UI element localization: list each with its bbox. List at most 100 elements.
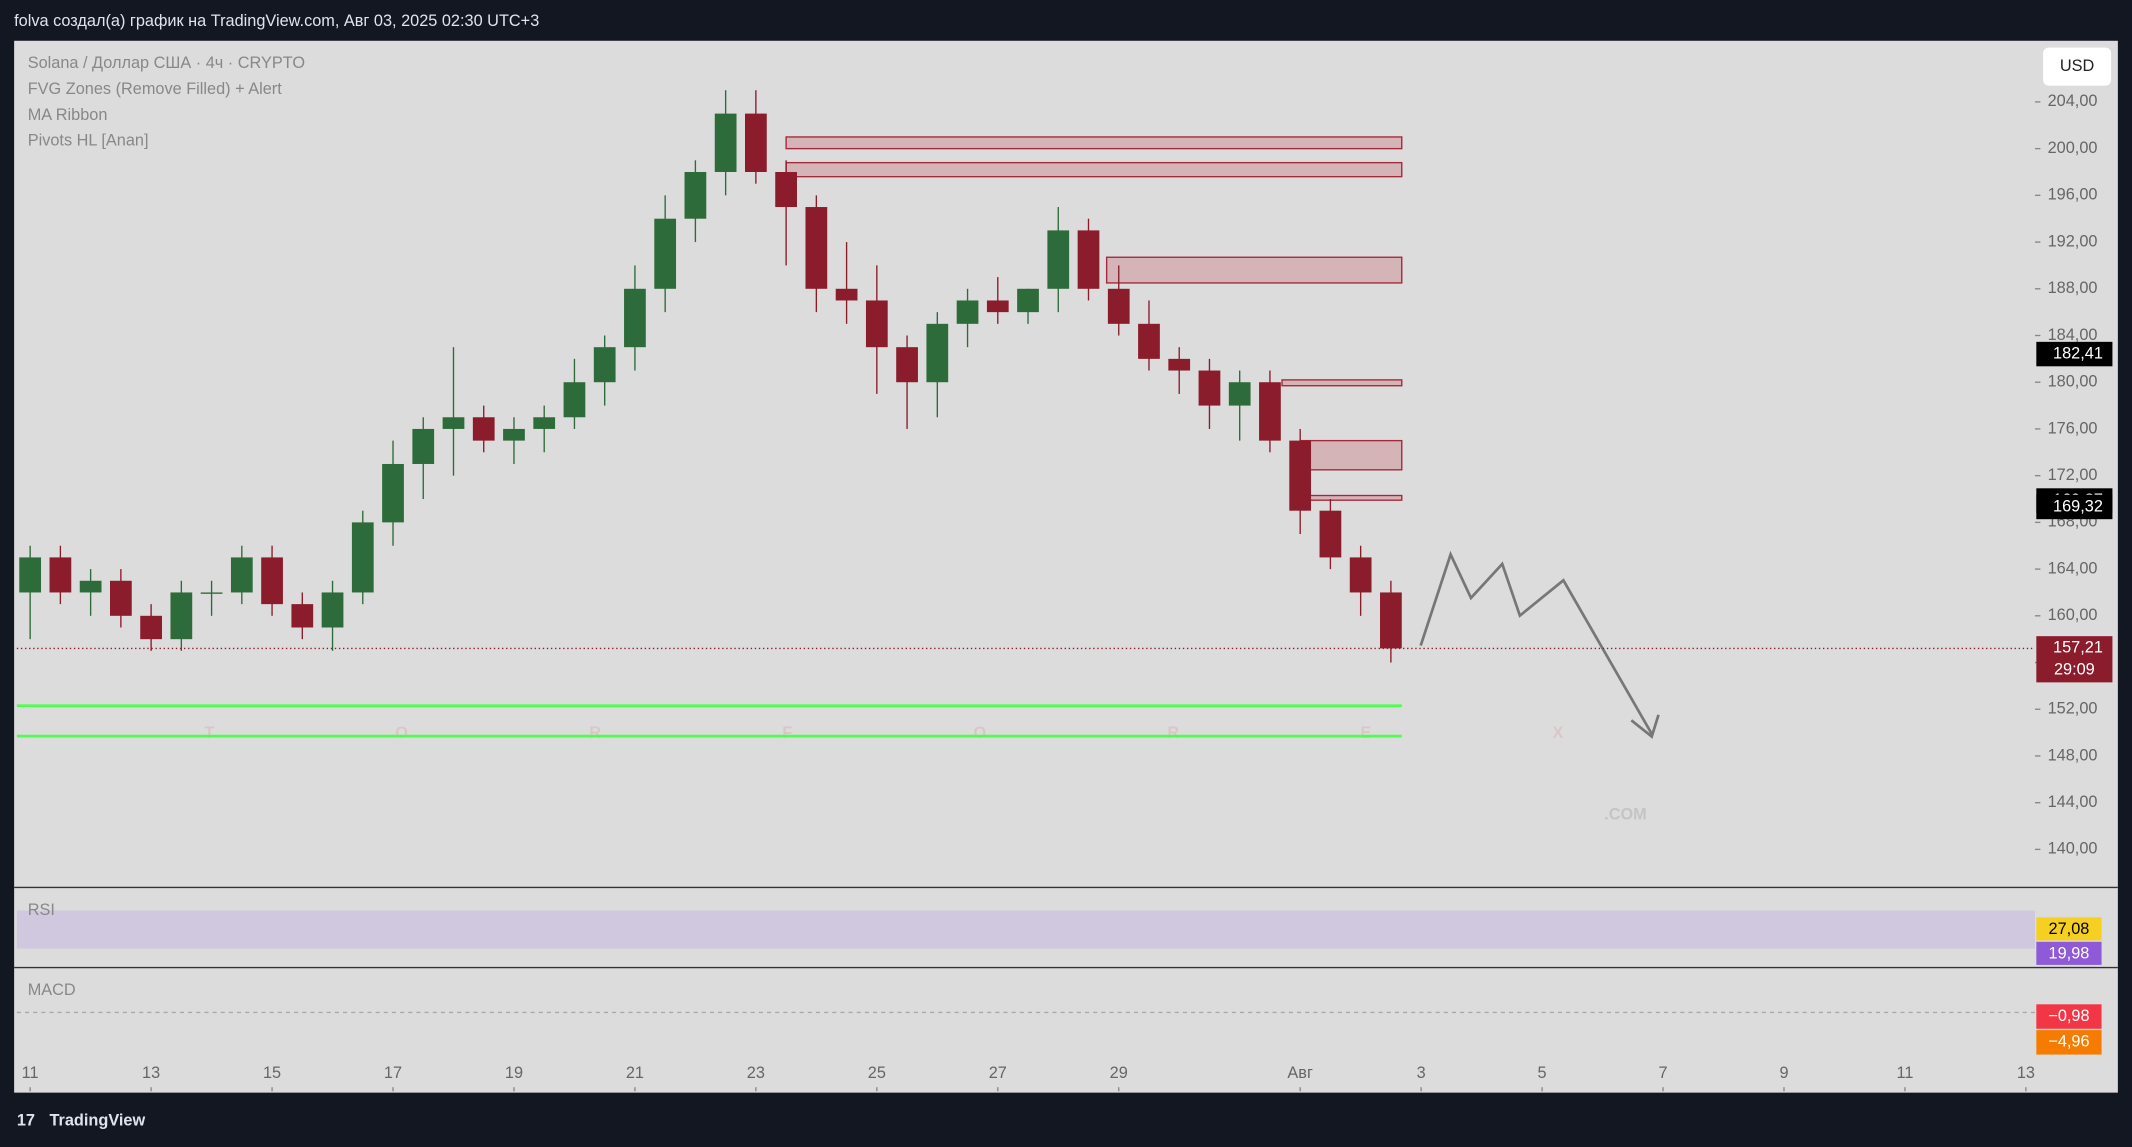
- candle-body: [382, 463, 404, 523]
- macd-label: MACD: [28, 981, 76, 999]
- arrow-head: [1630, 714, 1660, 739]
- projection-arrow: [1419, 550, 1653, 735]
- x-tick-label: 25: [868, 1064, 886, 1082]
- rsi-band: [16, 910, 2035, 949]
- candle-body: [79, 580, 102, 593]
- y-tick-label: 192,00: [2048, 232, 2098, 250]
- macd-badge: [2036, 1030, 2102, 1055]
- candle-body: [49, 557, 72, 593]
- y-tick-label: 140,00: [2048, 840, 2098, 858]
- rsi-badge: [2036, 917, 2102, 941]
- candle-body: [1077, 230, 1100, 289]
- candle-body: [200, 592, 223, 594]
- rsi-value: 27,08: [2049, 920, 2090, 938]
- candle-body: [835, 288, 858, 301]
- candle-body: [261, 557, 283, 605]
- x-tick-label: 19: [505, 1064, 523, 1082]
- countdown: 29:09: [2054, 660, 2095, 678]
- candle-body: [1138, 323, 1160, 359]
- y-tick-label: 188,00: [2048, 279, 2098, 297]
- candle-body: [624, 288, 646, 348]
- y-tick-label: 164,00: [2048, 559, 2098, 577]
- y-tick-label: 200,00: [2048, 139, 2098, 157]
- logo: 17: [17, 1111, 35, 1129]
- candle-body: [745, 113, 767, 172]
- candle-body: [1168, 358, 1191, 371]
- y-tick-label: 204,00: [2048, 92, 2098, 110]
- x-tick-label: 15: [263, 1064, 281, 1082]
- candle-body: [109, 580, 132, 616]
- watermark-text: .COM: [1604, 806, 1647, 824]
- fvg-zone: [1281, 379, 1403, 387]
- candle-body: [563, 382, 586, 418]
- price-badge: [2036, 494, 2113, 520]
- candle-body: [986, 300, 1009, 313]
- price-badge-label: 169,32: [2053, 497, 2103, 515]
- x-tick-label: 11: [22, 1064, 39, 1082]
- candle-body: [926, 323, 949, 383]
- candle-body: [19, 557, 42, 593]
- fvg-zone: [1299, 494, 1403, 501]
- y-tick-label: 144,00: [2048, 793, 2098, 811]
- x-tick-label: 13: [142, 1064, 160, 1082]
- candle-body: [412, 428, 435, 464]
- macd-value: −4,96: [2048, 1033, 2089, 1051]
- price-badge: [2036, 636, 2113, 683]
- macd-value: −0,98: [2048, 1007, 2089, 1025]
- x-tick-label: 23: [747, 1064, 765, 1082]
- candle-body: [1380, 592, 1402, 649]
- candle-body: [1289, 440, 1312, 511]
- candle-body: [503, 428, 525, 441]
- y-tick-label: 160,00: [2048, 606, 2098, 624]
- candle-body: [1047, 230, 1070, 289]
- candle-body: [321, 592, 344, 628]
- candle-body: [442, 417, 465, 429]
- x-tick-label: 27: [989, 1064, 1007, 1082]
- x-tick-label: 9: [1779, 1064, 1788, 1082]
- candle-body: [1198, 370, 1221, 406]
- candle-body: [533, 417, 556, 429]
- rsi-label: RSI: [28, 901, 55, 919]
- x-tick-label: 21: [626, 1064, 644, 1082]
- candle-body: [805, 207, 828, 289]
- y-tick-label: 148,00: [2048, 746, 2098, 764]
- y-tick-label: 176,00: [2048, 419, 2098, 437]
- candle-body: [865, 300, 888, 348]
- legend-item: Solana / Доллар США · 4ч · CRYPTO: [28, 54, 305, 72]
- candle-body: [351, 522, 374, 593]
- candle-body: [291, 604, 314, 628]
- candle-body: [472, 417, 495, 441]
- y-tick-label: 196,00: [2048, 186, 2098, 204]
- candle-body: [1349, 557, 1372, 593]
- legend-item: MA Ribbon: [28, 106, 108, 124]
- x-tick-label: 11: [1896, 1064, 1913, 1082]
- candle-body: [170, 592, 193, 640]
- y-tick-label: 180,00: [2048, 373, 2098, 391]
- header: folva создал(а) график на TradingView.co…: [14, 12, 539, 30]
- y-tick-label: 152,00: [2048, 700, 2098, 718]
- price-badge-label: 182,41: [2053, 344, 2103, 362]
- currency-button[interactable]: [2043, 47, 2112, 86]
- candle-body: [1259, 382, 1281, 441]
- candle-body: [230, 557, 253, 593]
- currency-label: USD: [2060, 57, 2094, 75]
- rsi-badge: [2036, 941, 2102, 965]
- x-tick-label: 3: [1417, 1064, 1426, 1082]
- legend: Solana / Доллар США · 4ч · CRYPTO FVG Zo…: [28, 54, 305, 149]
- candle-body: [1319, 510, 1342, 558]
- x-tick-label: 29: [1110, 1064, 1128, 1082]
- x-tick-label: Авг: [1287, 1064, 1313, 1082]
- legend-item: FVG Zones (Remove Filled) + Alert: [28, 80, 283, 98]
- candle-body: [956, 300, 979, 324]
- fvg-zone: [1105, 256, 1403, 284]
- candle-body: [1107, 288, 1130, 324]
- candle-body: [593, 347, 616, 383]
- x-tick-label: 13: [2017, 1064, 2035, 1082]
- fvg-zone: [785, 161, 1403, 178]
- candle-body: [684, 171, 707, 219]
- macd-badge: [2036, 1004, 2102, 1029]
- fvg-zone: [1299, 439, 1403, 471]
- price-badge-label: 157,21: [2053, 639, 2103, 657]
